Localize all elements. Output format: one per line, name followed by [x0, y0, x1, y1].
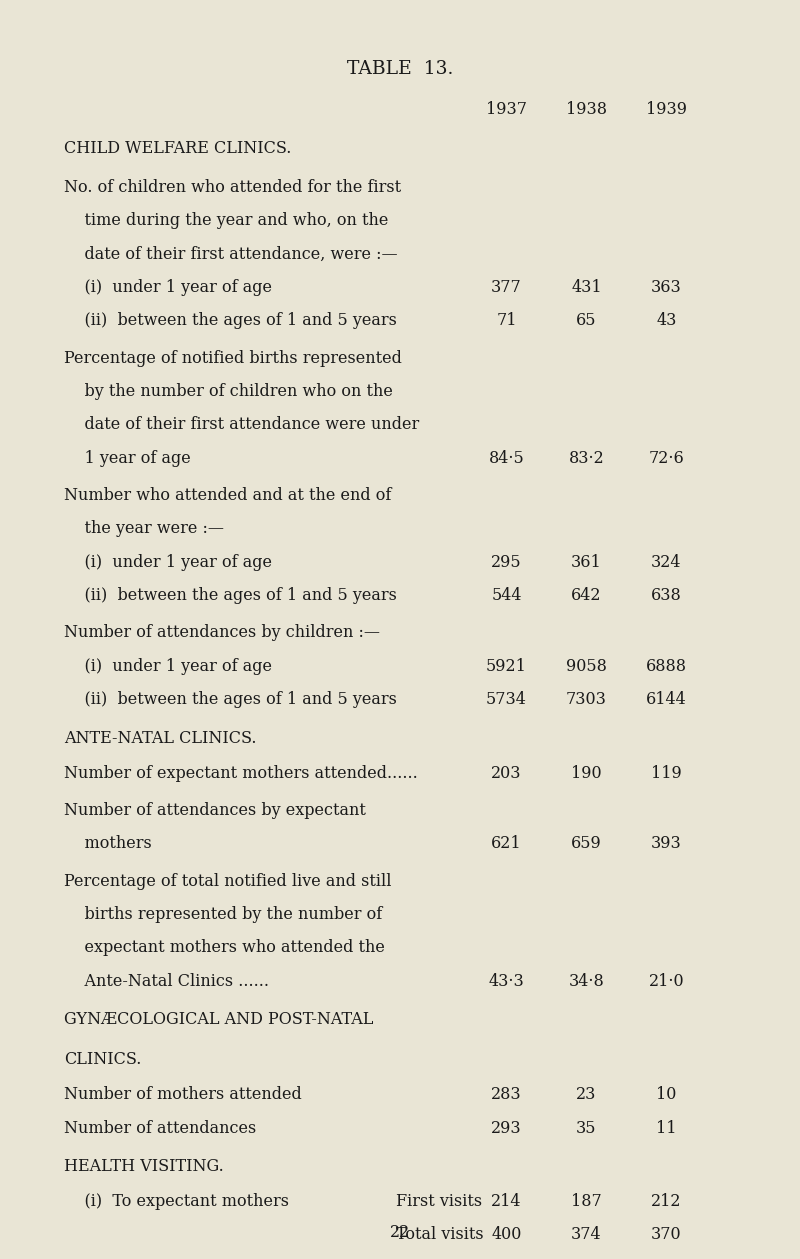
Text: 212: 212	[651, 1194, 682, 1210]
Text: Number of attendances: Number of attendances	[64, 1119, 256, 1137]
Text: CHILD WELFARE CLINICS.: CHILD WELFARE CLINICS.	[64, 140, 291, 156]
Text: 295: 295	[491, 554, 522, 570]
Text: 621: 621	[491, 835, 522, 852]
Text: 34·8: 34·8	[569, 973, 604, 990]
Text: expectant mothers who attended the: expectant mothers who attended the	[64, 939, 385, 957]
Text: 6144: 6144	[646, 691, 686, 709]
Text: the year were :—: the year were :—	[64, 520, 224, 538]
Text: Percentage of total notified live and still: Percentage of total notified live and st…	[64, 872, 391, 890]
Text: 374: 374	[571, 1226, 602, 1244]
Text: 203: 203	[491, 764, 522, 782]
Text: Number of attendances by expectant: Number of attendances by expectant	[64, 802, 366, 820]
Text: 638: 638	[651, 587, 682, 604]
Text: Ante-Natal Clinics ......: Ante-Natal Clinics ......	[64, 973, 269, 990]
Text: 324: 324	[651, 554, 682, 570]
Text: 72·6: 72·6	[649, 449, 684, 467]
Text: 71: 71	[496, 312, 517, 329]
Text: 65: 65	[576, 312, 597, 329]
Text: mothers: mothers	[64, 835, 152, 852]
Text: 187: 187	[571, 1194, 602, 1210]
Text: 190: 190	[571, 764, 602, 782]
Text: 5921: 5921	[486, 658, 527, 675]
Text: 370: 370	[651, 1226, 682, 1244]
Text: Number of expectant mothers attended......: Number of expectant mothers attended....…	[64, 764, 418, 782]
Text: 9058: 9058	[566, 658, 607, 675]
Text: 21·0: 21·0	[649, 973, 684, 990]
Text: (ii)  between the ages of 1 and 5 years: (ii) between the ages of 1 and 5 years	[64, 691, 397, 709]
Text: 6888: 6888	[646, 658, 687, 675]
Text: 363: 363	[651, 278, 682, 296]
Text: date of their first attendance, were :—: date of their first attendance, were :—	[64, 246, 398, 262]
Text: Number of attendances by children :—: Number of attendances by children :—	[64, 624, 380, 642]
Text: 1938: 1938	[566, 101, 607, 118]
Text: 283: 283	[491, 1087, 522, 1103]
Text: CLINICS.: CLINICS.	[64, 1051, 142, 1068]
Text: TABLE  13.: TABLE 13.	[347, 60, 453, 78]
Text: 1939: 1939	[646, 101, 687, 118]
Text: (i)  To expectant mothers: (i) To expectant mothers	[64, 1194, 289, 1210]
Text: time during the year and who, on the: time during the year and who, on the	[64, 212, 388, 229]
Text: 43: 43	[656, 312, 677, 329]
Text: 35: 35	[576, 1119, 597, 1137]
Text: Percentage of notified births represented: Percentage of notified births represente…	[64, 350, 402, 366]
Text: HEALTH VISITING.: HEALTH VISITING.	[64, 1158, 224, 1175]
Text: 214: 214	[491, 1194, 522, 1210]
Text: 1 year of age: 1 year of age	[64, 449, 190, 467]
Text: (i)  under 1 year of age: (i) under 1 year of age	[64, 554, 272, 570]
Text: 10: 10	[656, 1087, 677, 1103]
Text: 361: 361	[571, 554, 602, 570]
Text: 22: 22	[390, 1224, 410, 1241]
Text: 84·5: 84·5	[489, 449, 524, 467]
Text: (ii)  between the ages of 1 and 5 years: (ii) between the ages of 1 and 5 years	[64, 312, 397, 329]
Text: (ii)  between the ages of 1 and 5 years: (ii) between the ages of 1 and 5 years	[64, 587, 397, 604]
Text: Total visits: Total visits	[396, 1226, 484, 1244]
Text: GYNÆCOLOGICAL AND POST-NATAL: GYNÆCOLOGICAL AND POST-NATAL	[64, 1011, 374, 1029]
Text: 400: 400	[491, 1226, 522, 1244]
Text: First visits: First visits	[396, 1194, 482, 1210]
Text: date of their first attendance were under: date of their first attendance were unde…	[64, 417, 419, 433]
Text: 642: 642	[571, 587, 602, 604]
Text: 11: 11	[656, 1119, 677, 1137]
Text: No. of children who attended for the first: No. of children who attended for the fir…	[64, 179, 401, 195]
Text: 544: 544	[491, 587, 522, 604]
Text: 1937: 1937	[486, 101, 527, 118]
Text: 7303: 7303	[566, 691, 607, 709]
Text: 83·2: 83·2	[569, 449, 604, 467]
Text: 393: 393	[651, 835, 682, 852]
Text: 119: 119	[651, 764, 682, 782]
Text: 293: 293	[491, 1119, 522, 1137]
Text: 23: 23	[576, 1087, 597, 1103]
Text: (i)  under 1 year of age: (i) under 1 year of age	[64, 658, 272, 675]
Text: 431: 431	[571, 278, 602, 296]
Text: 659: 659	[571, 835, 602, 852]
Text: 43·3: 43·3	[489, 973, 524, 990]
Text: (i)  under 1 year of age: (i) under 1 year of age	[64, 278, 272, 296]
Text: 5734: 5734	[486, 691, 527, 709]
Text: by the number of children who on the: by the number of children who on the	[64, 383, 393, 400]
Text: 377: 377	[491, 278, 522, 296]
Text: Number who attended and at the end of: Number who attended and at the end of	[64, 487, 391, 504]
Text: ANTE-NATAL CLINICS.: ANTE-NATAL CLINICS.	[64, 729, 257, 747]
Text: Number of mothers attended: Number of mothers attended	[64, 1087, 302, 1103]
Text: births represented by the number of: births represented by the number of	[64, 906, 382, 923]
